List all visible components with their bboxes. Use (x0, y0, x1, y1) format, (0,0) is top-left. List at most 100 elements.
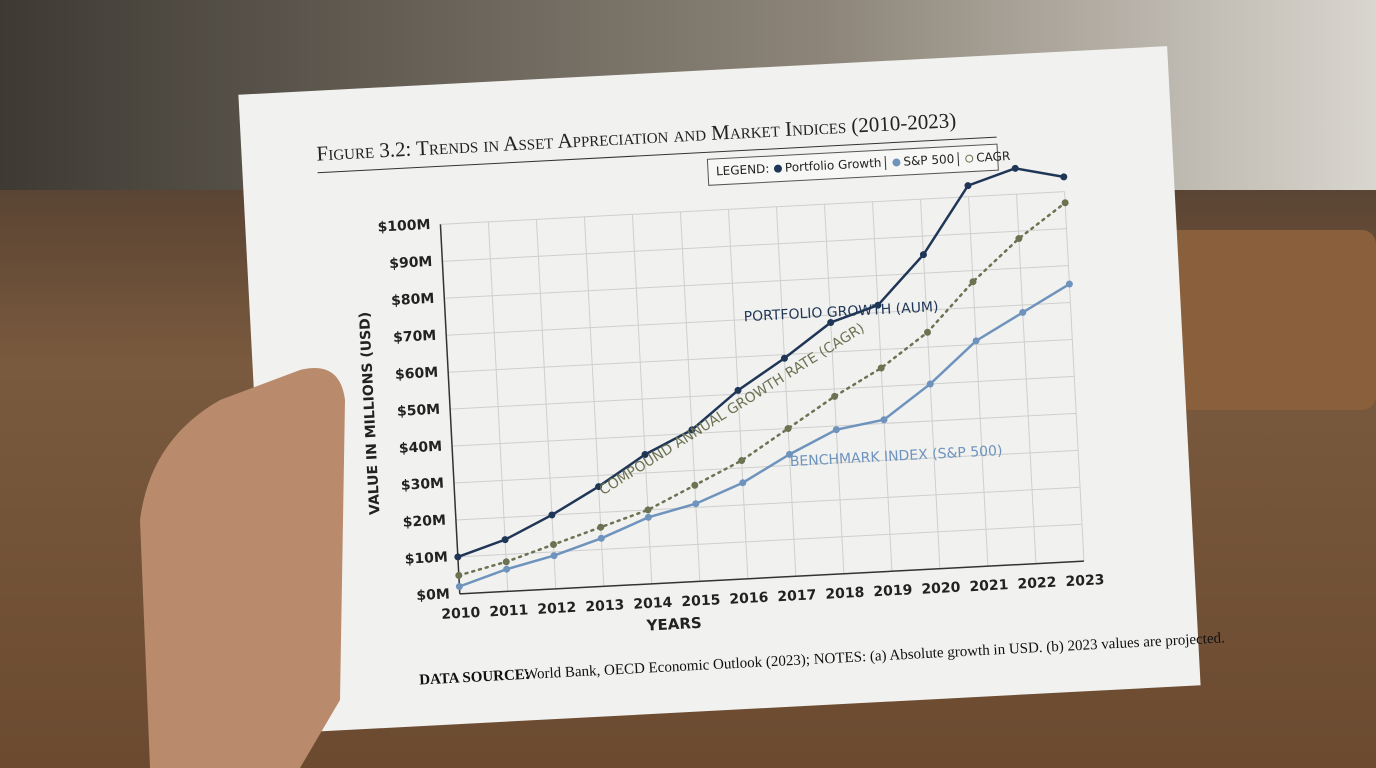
y-tick-label: $0M (416, 586, 450, 604)
x-tick-label: 2012 (537, 600, 577, 618)
data-point (595, 483, 603, 491)
grid-line (535, 219, 557, 589)
y-tick-label: $10M (404, 549, 448, 567)
grid-line (872, 201, 893, 572)
data-point (644, 513, 652, 521)
y-tick-label: $40M (399, 439, 443, 457)
data-point (1019, 308, 1027, 316)
data-point (502, 558, 510, 566)
data-point (831, 392, 839, 400)
series-line (456, 167, 1066, 559)
x-tick-label: 2010 (441, 605, 481, 623)
legend-entry: Portfolio Growth (785, 156, 882, 175)
legend-marker (965, 154, 974, 163)
data-point (877, 364, 885, 372)
y-tick-label: $90M (389, 254, 433, 272)
y-tick-label: $70M (393, 328, 437, 346)
source-label: DATA SOURCE: (419, 667, 530, 689)
x-tick-label: 2017 (777, 587, 817, 605)
y-tick-label: $60M (395, 365, 439, 383)
legend-marker (773, 164, 782, 173)
grid-line (824, 204, 845, 574)
data-point (549, 541, 557, 549)
x-tick-label: 2013 (585, 597, 625, 615)
grid-line (631, 214, 653, 584)
data-point (454, 553, 462, 561)
y-tick-label: $80M (391, 291, 435, 309)
legend-marker (892, 158, 901, 167)
data-point (1061, 199, 1069, 207)
data-point (924, 328, 932, 336)
data-point (964, 182, 972, 190)
legend-entry: S&P 500 (903, 152, 955, 169)
legend-separator (884, 155, 887, 171)
grid-line (444, 265, 1069, 299)
data-point (597, 534, 605, 542)
data-point (780, 354, 788, 362)
grid-line (442, 228, 1067, 262)
y-tick-label: $100M (377, 217, 431, 236)
grid-line (1016, 194, 1037, 564)
data-point (691, 481, 699, 489)
series-line (457, 201, 1067, 577)
legend-label: LEGEND: (716, 162, 770, 179)
data-point (832, 426, 840, 434)
title-rule (317, 136, 997, 174)
data-point (734, 386, 742, 394)
y-tick-label: $20M (402, 513, 446, 531)
x-axis-label: YEARS (645, 614, 702, 635)
data-point (972, 337, 980, 345)
data-point (785, 450, 793, 458)
data-point (644, 506, 652, 514)
x-tick-label: 2023 (1065, 572, 1105, 590)
x-tick-label: 2014 (633, 595, 673, 613)
grid-line (452, 412, 1077, 447)
x-tick-label: 2016 (729, 590, 769, 608)
data-point (455, 571, 463, 579)
grid-line (679, 211, 701, 582)
x-tick-label: 2011 (489, 602, 529, 620)
x-tick-label: 2022 (1017, 575, 1057, 593)
grid-line (453, 449, 1079, 484)
paper-sheet (238, 46, 1201, 734)
x-tick-label: 2019 (873, 582, 913, 600)
data-point (874, 301, 882, 309)
legend-separator (957, 152, 960, 167)
y-tick-label: $50M (397, 402, 441, 420)
series-line (458, 282, 1071, 588)
data-point (739, 479, 747, 487)
grid-line (450, 375, 1075, 410)
grid-line (727, 209, 749, 579)
grid-line (448, 338, 1073, 373)
data-point (738, 457, 746, 465)
data-point (597, 523, 605, 531)
data-point (641, 450, 649, 458)
data-point (692, 500, 700, 508)
data-point (501, 536, 509, 544)
data-point (919, 251, 927, 259)
grid-line (968, 196, 989, 567)
legend-box (706, 143, 999, 186)
data-point (688, 426, 696, 434)
grid-line (1064, 191, 1085, 562)
data-point (880, 416, 888, 424)
y-axis (439, 224, 461, 594)
grid-line (455, 486, 1081, 521)
y-tick-label: $30M (400, 476, 444, 494)
x-tick-label: 2018 (825, 585, 865, 603)
paper: Figure 3.2: Trends in Asset Appreciation… (238, 46, 1225, 734)
data-point (548, 511, 556, 519)
x-tick-label: 2021 (969, 577, 1009, 595)
data-point (827, 318, 835, 326)
data-point (784, 424, 792, 432)
data-point (550, 552, 558, 560)
data-point (926, 380, 934, 388)
grid-line (776, 206, 797, 577)
data-point (1065, 280, 1073, 288)
data-point (455, 582, 463, 590)
grid-line (446, 302, 1071, 336)
x-tick-label: 2020 (921, 580, 961, 598)
data-point (1015, 235, 1023, 243)
hand (140, 368, 345, 768)
